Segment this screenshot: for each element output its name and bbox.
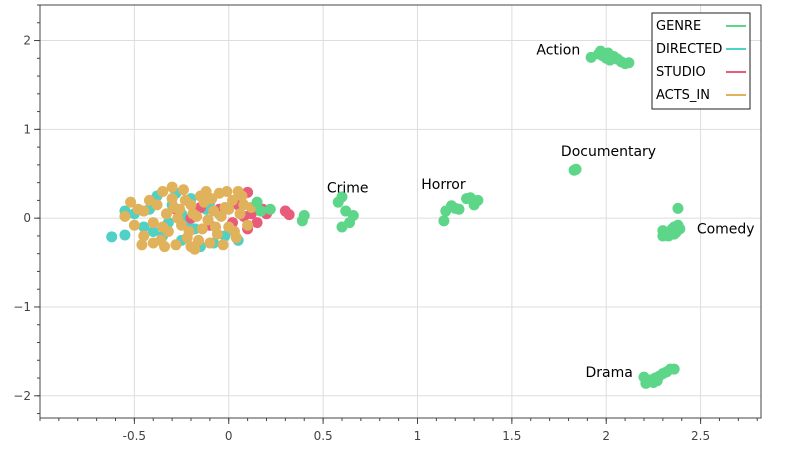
y-tick-label: 2 xyxy=(23,34,31,48)
x-tick-label: 2.5 xyxy=(691,429,710,443)
data-point xyxy=(202,214,214,226)
data-point xyxy=(166,193,178,205)
data-point xyxy=(296,215,308,227)
y-tick-label: 1 xyxy=(23,122,31,136)
data-point xyxy=(234,208,246,220)
data-point xyxy=(215,210,227,222)
data-point xyxy=(242,219,254,231)
data-point xyxy=(453,203,465,215)
data-point xyxy=(128,219,140,231)
series-acts-in xyxy=(119,181,257,255)
annotation-label: Comedy xyxy=(697,221,755,237)
data-point xyxy=(166,181,178,193)
x-tick-label: -0.5 xyxy=(123,429,146,443)
data-point xyxy=(217,239,229,251)
data-point xyxy=(255,205,267,217)
annotation-label: Horror xyxy=(421,177,466,193)
data-point xyxy=(568,164,580,176)
y-tick-label: −2 xyxy=(13,389,31,403)
data-point xyxy=(283,209,295,221)
data-point xyxy=(159,241,171,253)
y-tick-label: −1 xyxy=(13,300,31,314)
data-point xyxy=(187,208,199,220)
data-point xyxy=(647,376,659,388)
data-point xyxy=(210,221,222,233)
data-point xyxy=(138,230,150,242)
data-point xyxy=(347,209,359,221)
data-point xyxy=(151,199,163,211)
data-point xyxy=(196,223,208,235)
data-point xyxy=(672,202,684,214)
legend-box xyxy=(651,12,751,110)
data-point xyxy=(228,225,240,237)
data-point xyxy=(668,363,680,375)
data-point xyxy=(157,221,169,233)
data-point xyxy=(160,208,172,220)
series-genre xyxy=(251,45,686,389)
legend-entry: DIRECTED xyxy=(656,42,722,57)
data-point xyxy=(147,237,159,249)
data-point xyxy=(251,217,263,229)
x-tick-label: 1 xyxy=(414,429,422,443)
data-point xyxy=(157,186,169,198)
legend: GENRE DIRECTED STUDIO ACTS_IN xyxy=(651,12,751,110)
data-point xyxy=(106,231,118,243)
data-point xyxy=(232,186,244,198)
data-point xyxy=(170,239,182,251)
data-point xyxy=(221,186,233,198)
axes: -0.5 0 0.5 1 1.5 2 2.5 2 1 0 −1 −2 xyxy=(13,4,758,443)
data-point xyxy=(119,210,131,222)
data-point xyxy=(136,239,148,251)
data-point xyxy=(336,191,348,203)
data-point xyxy=(168,202,180,214)
data-points xyxy=(106,45,686,389)
data-point xyxy=(177,184,189,196)
data-point xyxy=(147,217,159,229)
data-point xyxy=(185,241,197,253)
x-tick-label: 0 xyxy=(225,429,233,443)
data-point xyxy=(472,194,484,206)
data-point xyxy=(251,196,263,208)
data-point xyxy=(138,205,150,217)
legend-entry: STUDIO xyxy=(656,65,706,80)
plot-frame xyxy=(39,4,762,419)
data-point xyxy=(147,225,159,237)
data-point xyxy=(119,229,131,241)
data-point xyxy=(264,203,276,215)
data-point xyxy=(125,196,137,208)
annotations: Crime Horror Documentary Action Comedy Drama xyxy=(327,43,755,381)
data-point xyxy=(663,230,675,242)
data-point xyxy=(623,57,635,69)
x-tick-label: 1.5 xyxy=(502,429,521,443)
data-point xyxy=(206,193,218,205)
data-point xyxy=(179,194,191,206)
data-point xyxy=(193,234,205,246)
data-point xyxy=(223,203,235,215)
data-point xyxy=(204,237,216,249)
legend-entry: GENRE xyxy=(656,19,701,34)
data-point xyxy=(138,221,150,233)
legend-entry: ACTS_IN xyxy=(656,88,710,103)
grid xyxy=(40,5,761,418)
y-tick-label: 0 xyxy=(23,211,31,225)
annotation-label: Crime xyxy=(327,180,369,196)
data-point xyxy=(183,225,195,237)
x-tick-label: 0.5 xyxy=(314,429,333,443)
data-point xyxy=(438,215,450,227)
data-point xyxy=(610,52,622,64)
x-tick-label: 2 xyxy=(602,429,610,443)
data-point xyxy=(227,194,239,206)
annotation-label: Action xyxy=(536,43,580,59)
annotation-label: Drama xyxy=(585,365,632,381)
annotation-label: Documentary xyxy=(561,144,656,160)
data-point xyxy=(172,212,184,224)
